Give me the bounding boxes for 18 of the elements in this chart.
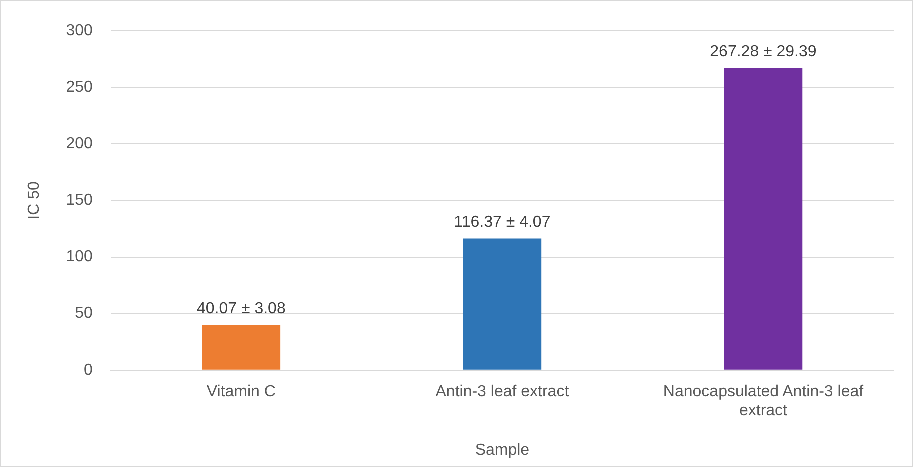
- y-tick-label: 0: [84, 362, 93, 379]
- data-label: 116.37 ± 4.07: [454, 214, 551, 232]
- y-tick-label: 100: [66, 248, 93, 266]
- x-tick-label: Antin-3 leaf extract: [436, 383, 570, 400]
- data-label: 267.28 ± 29.39: [710, 43, 817, 60]
- x-tick-label: Nanocapsulated Antin-3 leaf extract: [663, 383, 864, 420]
- x-tick-label: Vitamin C: [206, 383, 276, 400]
- y-tick-label: 200: [66, 136, 93, 153]
- data-label: 40.07 ± 3.08: [196, 300, 286, 318]
- x-axis-title: Sample: [475, 442, 530, 459]
- y-tick-label: 150: [66, 192, 93, 210]
- y-axis-title: IC 50: [26, 181, 44, 220]
- y-tick-label: 50: [75, 305, 93, 322]
- bar: [463, 238, 542, 370]
- y-tick-label: 250: [66, 78, 93, 96]
- bar: [202, 325, 281, 370]
- bar: [724, 68, 803, 370]
- y-tick-label: 300: [66, 22, 93, 40]
